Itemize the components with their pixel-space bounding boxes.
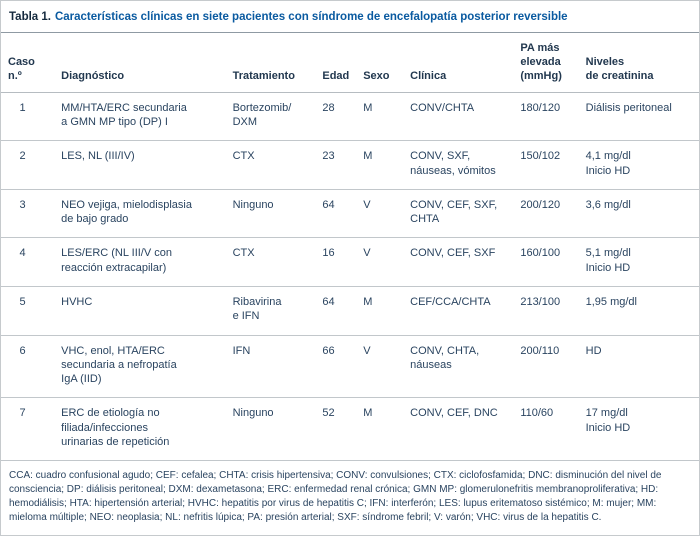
column-header-caso: Caso n.º	[1, 33, 59, 93]
table-cell-pa: 180/120	[517, 92, 583, 142]
table-cell-diagnostico: MM/HTA/ERC secundaria a GMN MP tipo (DP)…	[58, 92, 230, 142]
table-cell-diagnostico: ERC de etiología no filiada/infecciones …	[58, 397, 230, 462]
abbreviations-footnote: CCA: cuadro confusional agudo; CEF: cefa…	[9, 470, 662, 524]
table-caption: Características clínicas en siete pacien…	[54, 11, 568, 23]
column-header-tratamiento: Tratamiento	[229, 33, 320, 93]
column-header-sexo: Sexo	[360, 33, 408, 93]
table-row: 1 MM/HTA/ERC secundaria a GMN MP tipo (D…	[1, 92, 699, 142]
table-header: Caso n.º Diagnóstico Tratamiento Edad Se…	[1, 33, 699, 93]
table-cell-caso: 1	[1, 92, 59, 142]
table-cell-pa: 150/102	[517, 140, 583, 190]
table-cell-caso: 5	[1, 286, 59, 336]
column-header-creatinina: Niveles de creatinina	[582, 33, 699, 93]
table-cell-tratamiento: CTX	[229, 140, 320, 190]
table-cell-edad: 23	[319, 140, 361, 190]
table-cell-sexo: V	[360, 237, 408, 287]
column-header-diagnostico: Diagnóstico	[58, 33, 230, 93]
table-cell-sexo: M	[360, 397, 408, 462]
column-header-pa: PA más elevada (mmHg)	[517, 33, 583, 93]
table-cell-diagnostico: LES/ERC (NL III/V con reacción extracapi…	[58, 237, 230, 287]
table-cell-diagnostico: HVHC	[58, 286, 230, 336]
table-title: Tabla 1. Características clínicas en siet…	[1, 1, 699, 34]
table-cell-sexo: V	[360, 335, 408, 399]
table-cell-creatinina: 4,1 mg/dl Inicio HD	[582, 140, 699, 190]
table-cell-diagnostico: NEO vejiga, mielodisplasia de bajo grado	[58, 189, 230, 239]
table-cell-clinica: CONV, SXF, náuseas, vómitos	[407, 140, 518, 190]
table-cell-edad: 28	[319, 92, 361, 142]
table-cell-creatinina: HD	[582, 335, 699, 399]
table-row: 4 LES/ERC (NL III/V con reacción extraca…	[1, 237, 699, 287]
table-cell-clinica: CONV, CEF, SXF, CHTA	[407, 189, 518, 239]
table-cell-sexo: M	[360, 92, 408, 142]
table-cell-diagnostico: LES, NL (III/IV)	[58, 140, 230, 190]
table-cell-creatinina: 3,6 mg/dl	[582, 189, 699, 239]
table-cell-sexo: M	[360, 140, 408, 190]
table-cell-tratamiento: Bortezomib/ DXM	[229, 92, 320, 142]
table-row: 7 ERC de etiología no filiada/infeccione…	[1, 397, 699, 462]
table-cell-tratamiento: Ninguno	[229, 397, 320, 462]
table-cell-pa: 213/100	[517, 286, 583, 336]
table-cell-clinica: CEF/CCA/CHTA	[407, 286, 518, 336]
table-row: 2 LES, NL (III/IV) CTX 23 M CONV, SXF, n…	[1, 140, 699, 190]
table-cell-pa: 200/120	[517, 189, 583, 239]
table-cell-diagnostico: VHC, enol, HTA/ERC secundaria a nefropat…	[58, 335, 230, 399]
column-header-clinica: Clínica	[407, 33, 518, 93]
table-cell-creatinina: Diálisis peritoneal	[582, 92, 699, 142]
table-cell-pa: 160/100	[517, 237, 583, 287]
column-header-edad: Edad	[319, 33, 361, 93]
table-cell-edad: 52	[319, 397, 361, 462]
table-cell-clinica: CONV/CHTA	[407, 92, 518, 142]
table-cell-edad: 64	[319, 189, 361, 239]
table-cell-creatinina: 1,95 mg/dl	[582, 286, 699, 336]
table-cell-edad: 16	[319, 237, 361, 287]
clinical-table: Caso n.º Diagnóstico Tratamiento Edad Se…	[1, 33, 699, 462]
table-cell-edad: 64	[319, 286, 361, 336]
header-row: Caso n.º Diagnóstico Tratamiento Edad Se…	[1, 33, 699, 93]
table-row: 6 VHC, enol, HTA/ERC secundaria a nefrop…	[1, 335, 699, 399]
table-cell-edad: 66	[319, 335, 361, 399]
table-cell-caso: 3	[1, 189, 59, 239]
table-row: 5 HVHC Ribavirina e IFN 64 M CEF/CCA/CHT…	[1, 286, 699, 336]
table-label: Tabla 1.	[9, 11, 51, 23]
table-cell-pa: 200/110	[517, 335, 583, 399]
table-cell-creatinina: 5,1 mg/dl Inicio HD	[582, 237, 699, 287]
table-cell-tratamiento: IFN	[229, 335, 320, 399]
table-cell-creatinina: 17 mg/dl Inicio HD	[582, 397, 699, 462]
table-cell-caso: 7	[1, 397, 59, 462]
table-cell-sexo: V	[360, 189, 408, 239]
table-body: 1 MM/HTA/ERC secundaria a GMN MP tipo (D…	[1, 92, 699, 462]
table-cell-clinica: CONV, CHTA, náuseas	[407, 335, 518, 399]
table-cell-caso: 6	[1, 335, 59, 399]
table-cell-tratamiento: Ribavirina e IFN	[229, 286, 320, 336]
table-row: 3 NEO vejiga, mielodisplasia de bajo gra…	[1, 189, 699, 239]
table-cell-pa: 110/60	[517, 397, 583, 462]
table-cell-clinica: CONV, CEF, DNC	[407, 397, 518, 462]
table-cell-sexo: M	[360, 286, 408, 336]
table-cell-caso: 2	[1, 140, 59, 190]
table-cell-tratamiento: CTX	[229, 237, 320, 287]
table-cell-clinica: CONV, CEF, SXF	[407, 237, 518, 287]
table-cell-caso: 4	[1, 237, 59, 287]
table-cell-tratamiento: Ninguno	[229, 189, 320, 239]
